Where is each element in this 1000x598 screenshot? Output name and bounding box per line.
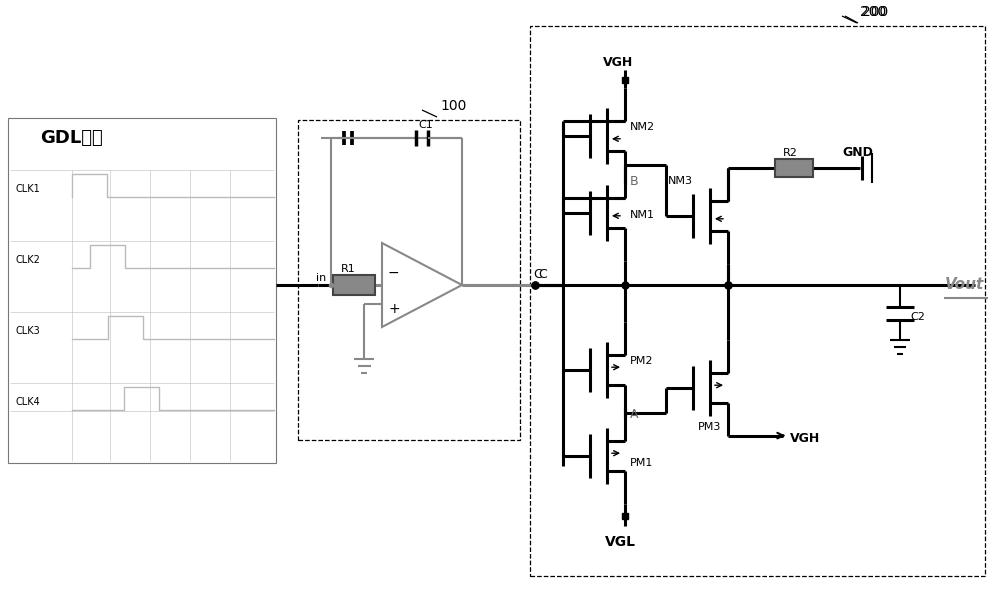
- Text: −: −: [388, 266, 400, 280]
- Bar: [775, 160, 813, 178]
- Text: GND: GND: [842, 147, 873, 160]
- Text: NM3: NM3: [668, 176, 693, 186]
- Text: C2: C2: [910, 312, 925, 322]
- Text: C: C: [538, 268, 547, 281]
- Text: C: C: [533, 268, 542, 281]
- Bar: [333, 275, 375, 295]
- Text: VGL: VGL: [605, 535, 636, 548]
- Text: R1: R1: [341, 264, 356, 274]
- Text: CLK1: CLK1: [15, 184, 40, 194]
- Text: 200: 200: [862, 5, 888, 19]
- Text: in: in: [316, 273, 326, 283]
- Text: PM3: PM3: [698, 422, 721, 432]
- Text: GDL信号: GDL信号: [40, 129, 103, 147]
- Text: B: B: [630, 175, 639, 188]
- Text: R2: R2: [783, 148, 798, 158]
- Text: A: A: [630, 408, 639, 421]
- Text: Vout: Vout: [945, 277, 984, 292]
- Polygon shape: [382, 243, 462, 327]
- Text: PM2: PM2: [630, 356, 654, 366]
- Text: PM1: PM1: [630, 458, 653, 468]
- Text: NM2: NM2: [630, 122, 655, 132]
- Text: CLK2: CLK2: [15, 255, 40, 265]
- Text: 200: 200: [860, 5, 886, 19]
- Text: C1: C1: [418, 120, 433, 130]
- Text: VGH: VGH: [790, 432, 820, 444]
- Text: CLK3: CLK3: [15, 326, 40, 336]
- Bar: [298, 120, 520, 440]
- Text: NM1: NM1: [630, 210, 655, 220]
- Text: CLK4: CLK4: [15, 397, 40, 407]
- Text: VGH: VGH: [603, 56, 633, 69]
- Text: 100: 100: [440, 99, 466, 113]
- Bar: [530, 26, 985, 576]
- Bar: [8, 118, 276, 463]
- Text: +: +: [388, 302, 400, 316]
